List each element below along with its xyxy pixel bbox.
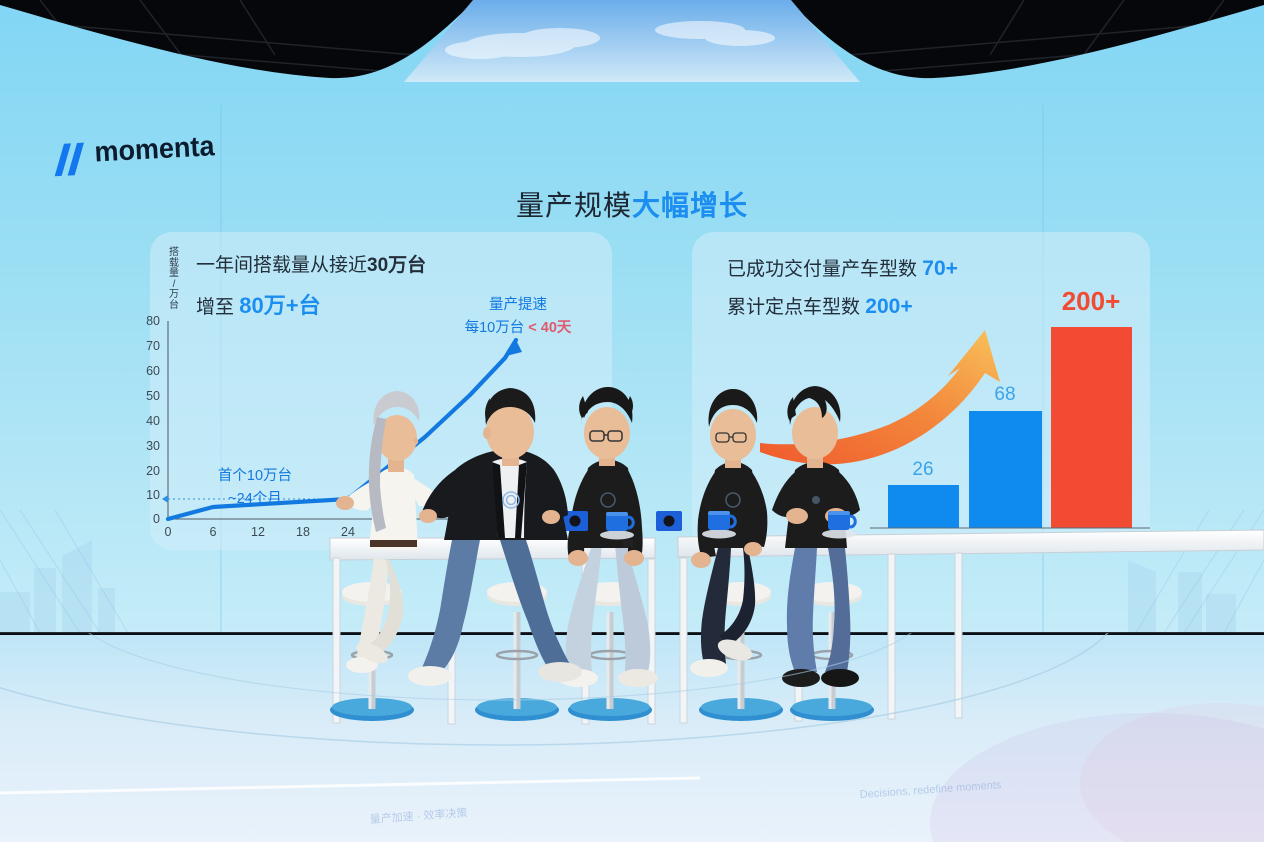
svg-text:量产加速 · 效率决策: 量产加速 · 效率决策 <box>369 805 468 826</box>
